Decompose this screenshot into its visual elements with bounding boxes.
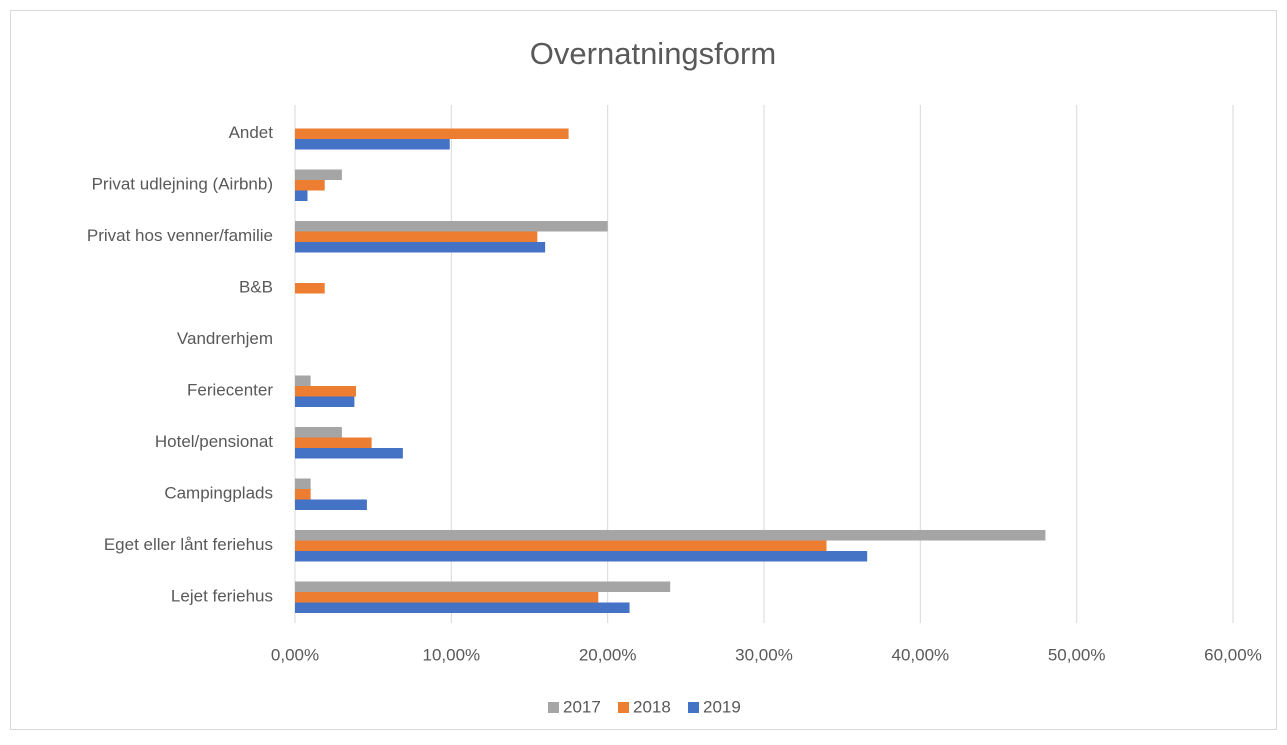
bar [295, 396, 355, 407]
chart-border [10, 10, 1277, 730]
bar [295, 386, 356, 397]
bar [295, 530, 1046, 541]
bar [295, 283, 325, 294]
x-tick-label: 20,00% [579, 645, 637, 664]
bar [295, 128, 569, 139]
chart-title: Overnatningsform [530, 36, 776, 71]
x-tick-label: 50,00% [1048, 645, 1106, 664]
bar [295, 581, 671, 592]
bar [295, 427, 342, 438]
legend-swatch [618, 702, 629, 713]
bar [295, 375, 311, 386]
bar [295, 592, 599, 603]
bar [295, 139, 450, 150]
y-tick-label: Privat hos venner/familie [87, 226, 273, 245]
y-tick-label: Feriecenter [187, 381, 273, 400]
x-tick-label: 30,00% [735, 645, 793, 664]
bar [295, 540, 827, 551]
y-tick-label: Eget eller lånt feriehus [104, 535, 273, 554]
bar [295, 437, 372, 448]
bar [295, 551, 868, 562]
bar [295, 180, 325, 191]
bar [295, 221, 608, 232]
legend-swatch [688, 702, 699, 713]
bar [295, 602, 630, 613]
y-tick-label: Andet [229, 123, 274, 142]
legend-label: 2019 [703, 697, 741, 716]
bar [295, 499, 367, 510]
bar [295, 190, 308, 201]
bar [295, 448, 403, 459]
bar [295, 169, 342, 180]
legend-label: 2018 [633, 697, 671, 716]
legend-label: 2017 [563, 697, 601, 716]
legend-swatch [548, 702, 559, 713]
bar [295, 231, 538, 242]
bar [295, 242, 546, 253]
y-tick-label: Vandrerhjem [177, 329, 273, 348]
y-tick-label: Privat udlejning (Airbnb) [92, 175, 273, 194]
y-tick-label: Hotel/pensionat [155, 432, 273, 451]
y-tick-label: Lejet feriehus [171, 587, 273, 606]
bar [295, 489, 311, 500]
bar [295, 478, 311, 489]
x-tick-label: 10,00% [422, 645, 480, 664]
y-tick-label: B&B [239, 278, 273, 297]
y-tick-label: Campingplads [164, 484, 273, 503]
x-tick-label: 40,00% [891, 645, 949, 664]
x-tick-label: 60,00% [1204, 645, 1262, 664]
x-tick-label: 0,00% [271, 645, 319, 664]
